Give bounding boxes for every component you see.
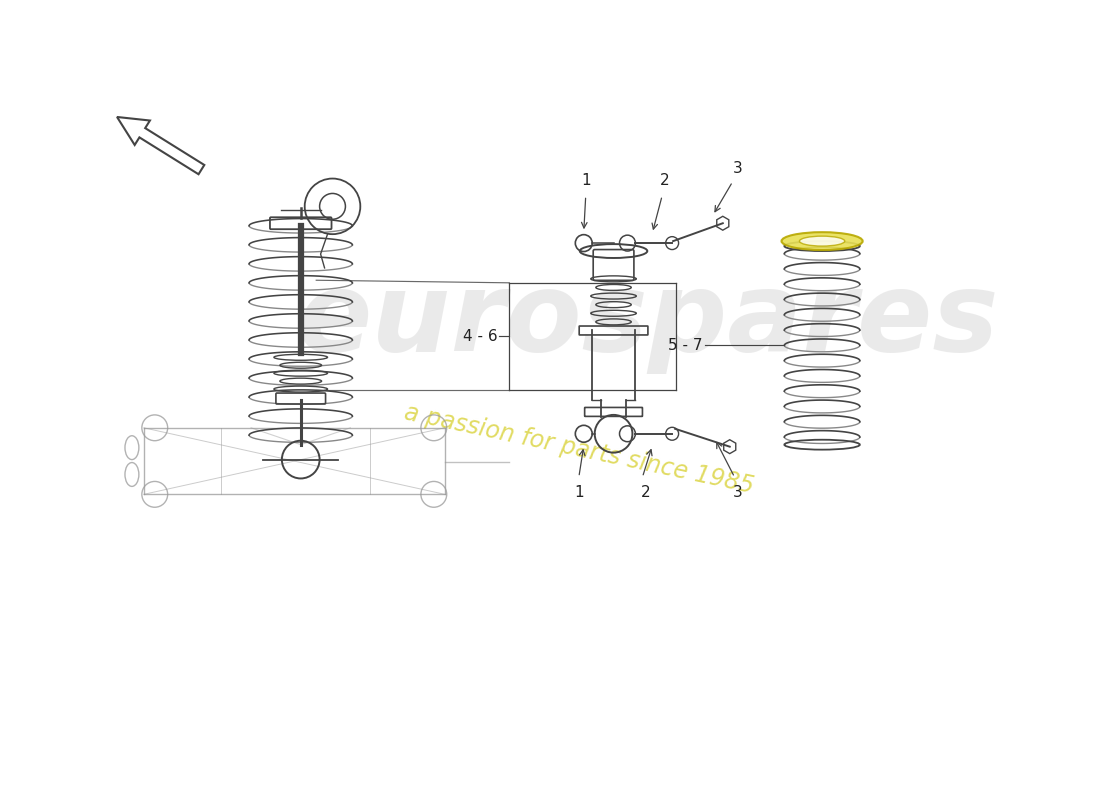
Text: 1: 1 <box>581 174 591 189</box>
Text: a passion for parts since 1985: a passion for parts since 1985 <box>402 401 756 498</box>
Text: 4 - 6: 4 - 6 <box>463 329 497 344</box>
Text: 3: 3 <box>733 486 742 501</box>
Ellipse shape <box>781 232 862 250</box>
Text: 5 - 7: 5 - 7 <box>669 338 703 353</box>
Text: 1: 1 <box>574 486 584 501</box>
Text: 3: 3 <box>733 161 742 175</box>
Text: 2: 2 <box>660 174 670 189</box>
Text: 2: 2 <box>640 486 650 501</box>
Ellipse shape <box>800 236 845 246</box>
Text: eurospares: eurospares <box>297 267 1000 374</box>
